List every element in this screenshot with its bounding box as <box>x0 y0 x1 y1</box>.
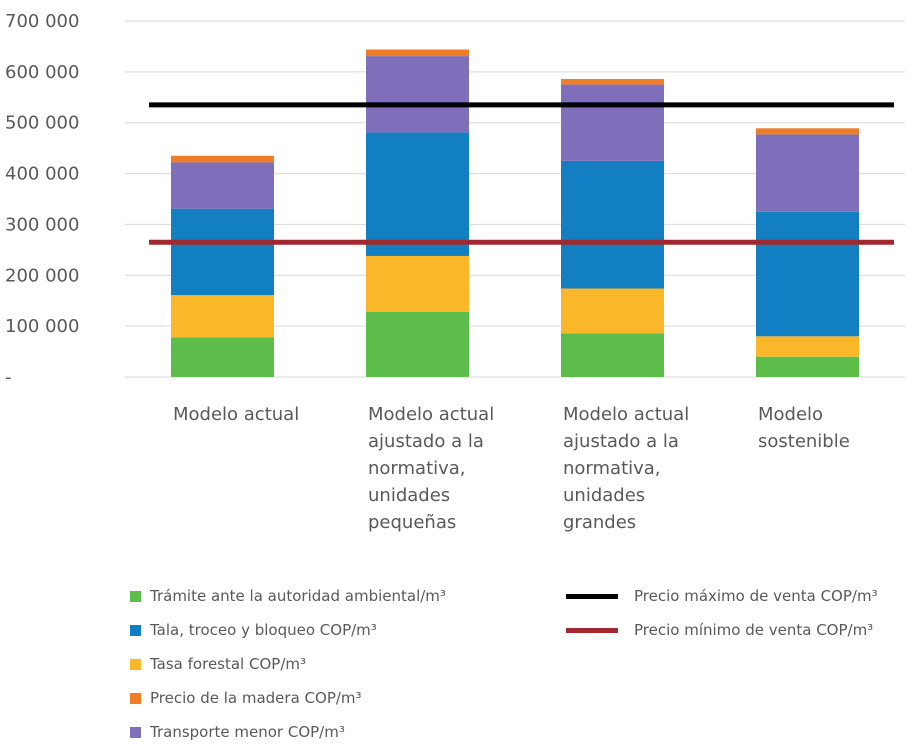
x-category-label: sostenible <box>758 431 850 452</box>
legend-color-swatch <box>130 624 141 636</box>
x-category-label: Modelo actual <box>173 404 299 425</box>
y-tick-label: 600 000 <box>5 62 79 83</box>
bar-segment <box>366 255 469 312</box>
bar-segment <box>561 84 664 161</box>
bar-segment <box>171 337 274 377</box>
bar-segment <box>366 56 469 133</box>
legend-item: Tasa forestal COP/m³ <box>130 655 306 673</box>
x-category-label: unidades <box>563 485 645 506</box>
x-category-label: Modelo actual <box>563 404 689 425</box>
legend-item: Transporte menor COP/m³ <box>130 723 345 741</box>
legend-label: Tala, troceo y bloqueo COP/m³ <box>150 621 377 639</box>
legend-color-swatch <box>130 658 141 670</box>
legend-label: Trámite ante la autoridad ambiental/m³ <box>150 587 446 605</box>
y-tick-label: 500 000 <box>5 113 79 134</box>
legend-line-swatch <box>566 593 618 599</box>
x-category-label: normativa, <box>368 458 466 479</box>
bar-segment <box>366 311 469 377</box>
bar-segment <box>171 295 274 338</box>
x-category-label: unidades <box>368 485 450 506</box>
y-tick-label: 700 000 <box>5 11 79 32</box>
bar-segment <box>366 49 469 57</box>
bar-segment <box>756 336 859 357</box>
bar-segment <box>171 155 274 163</box>
legend-item: Precio mínimo de venta COP/m³ <box>566 621 873 639</box>
legend-item: Precio de la madera COP/m³ <box>130 689 362 707</box>
legend-label: Precio de la madera COP/m³ <box>150 689 362 707</box>
y-tick-label: 200 000 <box>5 265 79 286</box>
bar-segment <box>756 356 859 377</box>
y-tick-label: - <box>5 367 12 388</box>
bar-segment <box>171 162 274 209</box>
legend-label: Precio mínimo de venta COP/m³ <box>634 621 874 639</box>
x-category-label: pequeñas <box>368 512 456 533</box>
bar-segment <box>561 333 664 377</box>
bar-segment <box>756 134 859 212</box>
x-category-label: normativa, <box>563 458 661 479</box>
legend-color-swatch <box>130 726 141 738</box>
bar-segment <box>561 78 664 85</box>
bar-segment <box>561 288 664 334</box>
bar-segment <box>756 211 859 337</box>
legend-label: Precio máximo de venta COP/m³ <box>634 587 878 605</box>
legend-line-swatch <box>566 627 618 633</box>
legend-color-swatch <box>130 590 141 602</box>
stacked-bar-chart: - 100 000 200 000 300 000 400 000 500 000 600 … <box>5 11 905 533</box>
y-tick-label: 400 000 <box>5 164 79 185</box>
x-category-label: Modelo actual <box>368 404 494 425</box>
legend-label: Transporte menor COP/m³ <box>150 723 345 741</box>
y-tick-label: 300 000 <box>5 214 79 235</box>
y-tick-label: 100 000 <box>5 316 79 337</box>
x-category-label: Modelo <box>758 404 823 425</box>
legend-label: Tasa forestal COP/m³ <box>150 655 306 673</box>
bar-segment <box>756 128 859 135</box>
legend-item: Tala, troceo y bloqueo COP/m³ <box>130 621 377 639</box>
bar-segment <box>561 160 664 289</box>
x-category-label: grandes <box>563 512 636 533</box>
bar-segment <box>366 132 469 256</box>
legend-item: Precio máximo de venta COP/m³ <box>566 587 878 605</box>
bar-segment <box>171 208 274 296</box>
x-category-label: ajustado a la <box>563 431 679 452</box>
legend-color-swatch <box>130 692 141 704</box>
legend-item: Trámite ante la autoridad ambiental/m³ <box>130 587 446 605</box>
x-category-label: ajustado a la <box>368 431 484 452</box>
